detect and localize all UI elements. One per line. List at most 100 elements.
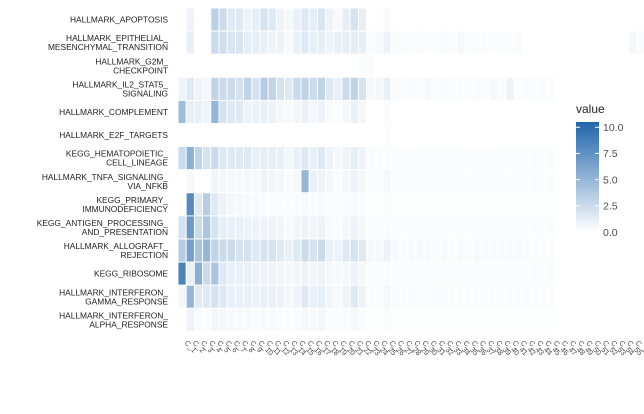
heatmap-cell xyxy=(177,307,187,332)
heatmap-cell xyxy=(521,261,532,286)
heatmap-cell xyxy=(398,238,409,263)
heatmap-cell xyxy=(415,261,425,286)
heatmap-cell xyxy=(595,284,605,309)
heatmap-cell xyxy=(407,53,417,78)
heatmap-cell xyxy=(423,307,433,332)
heatmap-cell xyxy=(259,169,269,194)
heatmap-cell xyxy=(415,192,425,217)
heatmap-cell xyxy=(316,215,327,240)
heatmap-cell xyxy=(284,169,294,194)
heatmap-cell xyxy=(382,76,392,101)
heatmap-cell xyxy=(218,215,228,240)
heatmap-cell xyxy=(628,238,638,263)
heatmap-cell xyxy=(218,76,228,101)
heatmap-cell xyxy=(398,192,409,217)
heatmap-cell xyxy=(562,99,573,124)
heatmap-cell xyxy=(234,146,245,171)
heatmap-cell xyxy=(308,146,318,171)
heatmap-cell xyxy=(325,238,335,263)
column-labels: C_1C_2C_3C_4C_5C_6C_7C_8C_9C_10C_11C_12C… xyxy=(183,338,644,357)
heatmap-cell xyxy=(218,53,228,78)
heatmap-cell xyxy=(546,261,556,286)
heatmap-cell xyxy=(464,53,474,78)
heatmap-cell xyxy=(554,99,564,124)
heatmap-cell xyxy=(423,99,433,124)
heatmap-cell xyxy=(218,7,228,32)
heatmap-cell xyxy=(267,215,277,240)
heatmap-cell xyxy=(366,261,376,286)
heatmap-cell xyxy=(562,146,573,171)
heatmap-cell xyxy=(333,261,343,286)
heatmap-cell xyxy=(366,307,376,332)
heatmap-cell xyxy=(472,169,482,194)
heatmap-cell xyxy=(562,307,573,332)
heatmap-cell xyxy=(267,53,277,78)
heatmap-cell xyxy=(530,30,540,55)
heatmap-cell xyxy=(423,215,433,240)
heatmap-cell xyxy=(448,99,458,124)
heatmap-cell xyxy=(554,169,564,194)
heatmap-cell xyxy=(579,7,589,32)
heatmap-cell xyxy=(480,53,491,78)
heatmap-cell xyxy=(554,284,564,309)
heatmap-cell xyxy=(234,30,245,55)
heatmap-cell xyxy=(628,146,638,171)
heatmap-cell xyxy=(366,284,376,309)
heatmap-cell xyxy=(243,30,253,55)
heatmap-cell xyxy=(243,238,253,263)
heatmap-cell xyxy=(407,284,417,309)
heatmap-cell xyxy=(349,261,359,286)
heatmap-cell xyxy=(366,146,376,171)
heatmap-cell xyxy=(530,192,540,217)
heatmap-cell xyxy=(325,284,335,309)
heatmap-cell xyxy=(210,284,220,309)
heatmap-cell xyxy=(210,30,220,55)
heatmap-cell xyxy=(284,238,294,263)
heatmap-cell xyxy=(513,284,523,309)
heatmap-cell xyxy=(398,307,409,332)
heatmap-cell xyxy=(226,169,236,194)
heatmap-cell xyxy=(300,238,310,263)
heatmap-cell xyxy=(275,146,286,171)
heatmap-cell xyxy=(210,53,220,78)
heatmap-cell xyxy=(480,261,491,286)
heatmap-cell xyxy=(513,30,523,55)
heatmap-cell xyxy=(333,7,343,32)
heatmap-cell xyxy=(349,238,359,263)
heatmap-cell xyxy=(357,238,368,263)
heatmap-cell xyxy=(628,76,638,101)
heatmap-cell xyxy=(185,7,195,32)
heatmap-cell xyxy=(530,53,540,78)
heatmap-cell xyxy=(407,30,417,55)
heatmap-cell xyxy=(177,238,187,263)
heatmap-cell xyxy=(472,215,482,240)
heatmap-cell xyxy=(530,238,540,263)
heatmap-cell xyxy=(448,30,458,55)
heatmap-cell xyxy=(333,30,343,55)
heatmap-cell xyxy=(300,123,310,148)
heatmap-cell xyxy=(185,146,195,171)
heatmap-cell xyxy=(292,192,302,217)
row-label: IMMUNODEFICIENCY xyxy=(82,204,168,214)
heatmap-cell xyxy=(431,30,441,55)
heatmap-cell xyxy=(382,238,392,263)
heatmap-cell xyxy=(177,99,187,124)
heatmap-cell xyxy=(284,284,294,309)
row-label: HALLMARK_EPITHELIAL_ xyxy=(66,33,168,43)
heatmap-cell xyxy=(275,7,286,32)
heatmap-cell xyxy=(595,238,605,263)
heatmap-cell xyxy=(193,307,204,332)
heatmap-cell xyxy=(407,192,417,217)
heatmap-cell xyxy=(456,123,466,148)
heatmap-cell xyxy=(497,215,507,240)
heatmap-cell xyxy=(538,53,548,78)
heatmap-cell xyxy=(628,30,638,55)
heatmap-cell xyxy=(382,53,392,78)
heatmap-cell xyxy=(521,146,532,171)
heatmap-cell xyxy=(243,215,253,240)
heatmap-cell xyxy=(316,146,327,171)
heatmap-cell xyxy=(612,7,622,32)
heatmap-cell xyxy=(505,192,515,217)
heatmap-cell xyxy=(398,30,409,55)
heatmap-cell xyxy=(456,53,466,78)
